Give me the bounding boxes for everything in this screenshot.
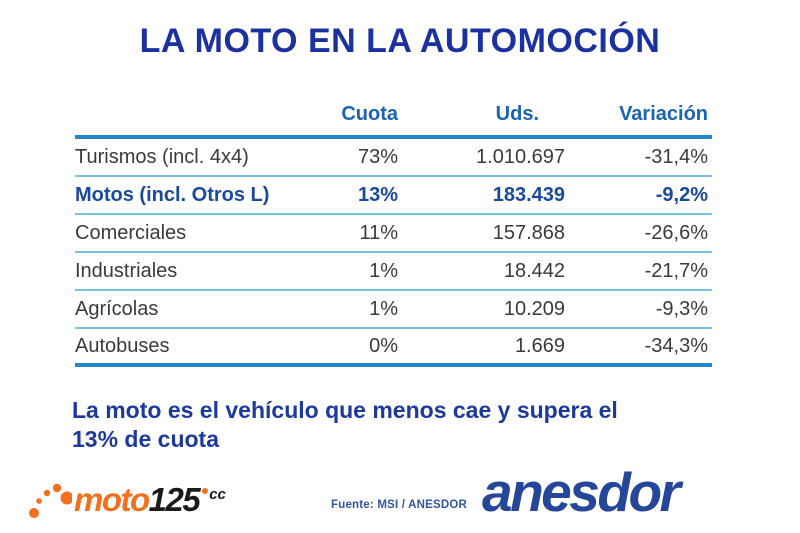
row-label: Turismos (incl. 4x4): [75, 145, 249, 168]
data-source-text: Fuente: MSI / ANESDOR: [331, 499, 468, 511]
row-uds: 18.442: [503, 259, 565, 282]
table-row-comerciales: Comerciales 11% 157.868 -26,6%: [75, 215, 712, 253]
row-variacion: -34,3%: [644, 334, 708, 357]
row-variacion: -26,6%: [644, 221, 708, 244]
moto125-dots-icon: [29, 483, 72, 518]
row-cuota: 13%: [357, 183, 398, 206]
moto125-logo: moto 125 cc: [26, 474, 226, 520]
table-row-industriales: Industriales 1% 18.442 -21,7%: [75, 253, 712, 291]
row-cuota: 1%: [369, 259, 398, 282]
caption-line-1: La moto es el vehículo que menos cae y s…: [72, 397, 618, 423]
table-row-autobuses: Autobuses 0% 1.669 -34,3%: [75, 329, 712, 367]
row-variacion: -9,2%: [655, 183, 708, 206]
row-label: Industriales: [75, 259, 178, 282]
header-uds: Uds.: [495, 103, 539, 125]
row-cuota: 73%: [357, 145, 398, 168]
row-label: Comerciales: [75, 221, 187, 244]
row-label: Autobuses: [75, 334, 170, 357]
moto125-number: 125: [148, 481, 201, 518]
table-header-row: Cuota Uds. Variación: [75, 84, 712, 139]
row-variacion: -9,3%: [655, 297, 708, 320]
row-variacion: -21,7%: [644, 259, 708, 282]
row-uds: 1.669: [514, 334, 565, 357]
table-row-agricolas: Agrícolas 1% 10.209 -9,3%: [75, 291, 712, 329]
key-takeaway-text: La moto es el vehículo que menos cae y s…: [72, 396, 712, 454]
table-row-motos: Motos (incl. Otros L) 13% 183.439 -9,2%: [75, 177, 712, 215]
caption-line-2: 13% de cuota: [72, 426, 219, 452]
row-label: Agrícolas: [75, 297, 159, 320]
row-cuota: 0%: [369, 334, 398, 357]
row-cuota: 1%: [369, 297, 398, 320]
vehicle-market-table: Cuota Uds. Variación Turismos (incl. 4x4…: [75, 84, 712, 367]
moto125-word: moto: [74, 481, 150, 518]
row-variacion: -31,4%: [644, 145, 708, 168]
page-title: LA MOTO EN LA AUTOMOCIÓN: [139, 22, 661, 60]
row-uds: 10.209: [503, 297, 565, 320]
header-cuota: Cuota: [341, 103, 398, 125]
row-cuota: 11%: [359, 221, 398, 244]
header-variacion: Variación: [619, 103, 708, 125]
anesdor-logo: anesdor: [482, 461, 681, 523]
row-uds: 183.439: [492, 183, 565, 206]
row-uds: 157.868: [492, 221, 565, 244]
row-uds: 1.010.697: [476, 145, 565, 168]
table-row-turismos: Turismos (incl. 4x4) 73% 1.010.697 -31,4…: [75, 139, 712, 177]
moto125-dot-icon: [202, 488, 209, 494]
row-label: Motos (incl. Otros L): [75, 183, 270, 206]
moto125-cc: cc: [209, 486, 226, 503]
